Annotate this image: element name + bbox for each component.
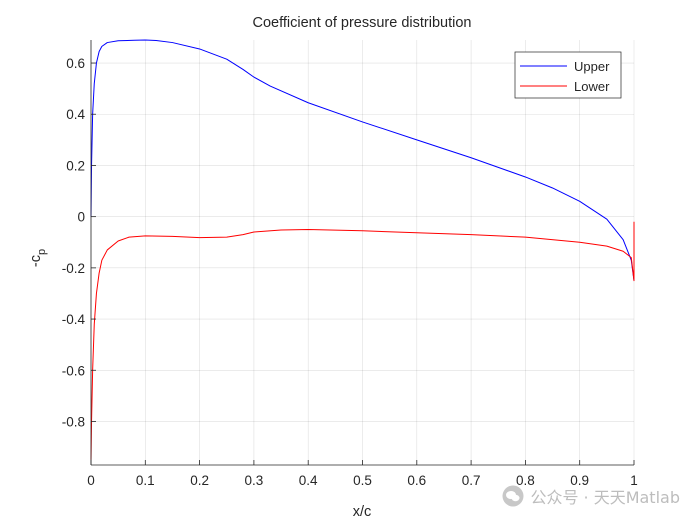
y-tick-label-2: -0.4 [62, 312, 86, 327]
x-tick-label-6: 0.6 [407, 473, 426, 488]
y-tick-label-1: -0.6 [62, 363, 85, 378]
y-tick-label-5: 0.2 [66, 158, 85, 173]
y-tick-label-4: 0 [77, 210, 85, 225]
x-tick-label-4: 0.4 [299, 473, 318, 488]
series-lines [90, 39, 635, 460]
y-tick-label-7: 0.6 [66, 56, 85, 71]
legend-box [514, 51, 622, 99]
series-line-lower [90, 221, 635, 460]
y-axis-label-main: -c [28, 255, 44, 267]
x-tick-label-2: 0.2 [190, 473, 209, 488]
x-tick-label-3: 0.3 [245, 473, 264, 488]
x-tick-label-0: 0 [87, 473, 95, 488]
x-tick-label-8: 0.8 [516, 473, 535, 488]
axes: 0 0.1 0.2 0.3 0.4 0.5 0.6 0.7 0.8 0.9 1 -0.8 -0.6 -0.… [62, 40, 638, 488]
x-tick-label-10: 1 [630, 473, 638, 488]
chart-title: Coefficient of pressure distribution [253, 15, 472, 31]
legend-label-lower: Lower [574, 79, 610, 94]
watermark-text: 公众号 · 天天Matlab [530, 488, 680, 507]
x-tick-label-7: 0.7 [462, 473, 481, 488]
series-line-upper [90, 39, 635, 281]
y-tick-label-0: -0.8 [62, 414, 85, 429]
x-axis-label: x/c [353, 504, 372, 520]
legend: Upper Lower [514, 51, 622, 99]
x-tick-label-9: 0.9 [570, 473, 589, 488]
y-axis-label-subscript: p [36, 249, 48, 255]
y-axis-label: -cp [28, 249, 48, 267]
x-tick-label-5: 0.5 [353, 473, 372, 488]
x-tick-label-1: 0.1 [136, 473, 155, 488]
legend-label-upper: Upper [574, 59, 610, 74]
y-tick-label-6: 0.4 [66, 107, 85, 122]
wechat-icon [502, 485, 524, 507]
watermark: 公众号 · 天天Matlab [502, 483, 680, 509]
y-tick-label-3: -0.2 [62, 261, 85, 276]
